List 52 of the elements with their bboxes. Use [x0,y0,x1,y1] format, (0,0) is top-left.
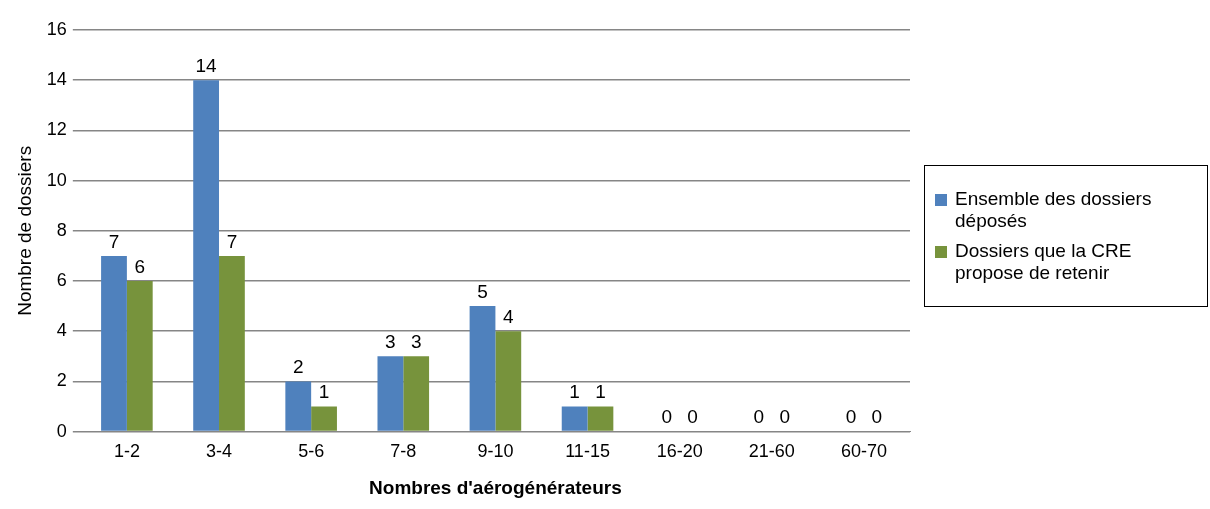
data-label: 14 [195,54,218,76]
y-tick-label: 4 [56,320,67,341]
bar [219,255,245,431]
bar [311,406,337,431]
bar [285,381,312,431]
y-tick-label: 2 [56,370,67,391]
bar [403,356,430,431]
data-label: 7 [108,230,120,252]
x-tick-label: 16-20 [656,441,703,462]
data-label: 3 [385,331,396,353]
data-label: 5 [477,280,488,302]
bar [561,406,588,431]
bar [587,406,614,431]
bar [101,255,127,431]
data-label: 3 [410,331,422,353]
data-label: 0 [779,406,790,428]
data-label: 1 [569,381,580,403]
x-tick-label: 9-10 [477,441,514,462]
data-label: 7 [226,230,238,252]
y-tick-label: 0 [56,420,67,441]
x-tick-label: 7-8 [390,441,417,462]
legend-label: Dossiers que la CRE propose de retenir [955,240,1133,284]
bar [495,331,522,431]
y-tick-label: 16 [46,18,67,39]
data-label: 1 [595,381,606,403]
x-tick-label: 11-15 [565,441,610,462]
x-tick-label: 21-60 [748,441,795,462]
x-axis-title: Nombres d'aérogénérateurs [369,476,622,498]
y-tick-label: 6 [56,269,67,290]
data-label: 0 [845,406,857,428]
y-tick-label: 8 [56,219,67,240]
data-label: 0 [661,406,673,428]
x-tick-label: 1-2 [113,441,140,462]
y-tick-label: 12 [46,119,67,140]
y-axis-title: Nombre de dossiers [13,145,35,316]
bar [193,80,220,431]
data-label: 0 [753,406,765,428]
bar [469,306,496,431]
data-label: 6 [134,255,146,277]
y-tick-label: 10 [46,169,67,190]
bar [377,356,404,431]
data-label: 4 [503,305,515,327]
legend-label: Ensemble des dossiers déposés [955,188,1153,232]
data-label: 0 [687,406,698,428]
x-tick-label: 60-70 [840,441,887,462]
data-label: 2 [292,356,304,378]
x-tick-label: 3-4 [206,441,233,462]
data-label: 1 [318,381,330,403]
bar [126,281,153,431]
data-label: 0 [871,406,883,428]
x-tick-label: 5-6 [298,441,325,462]
y-tick-label: 14 [46,69,67,90]
